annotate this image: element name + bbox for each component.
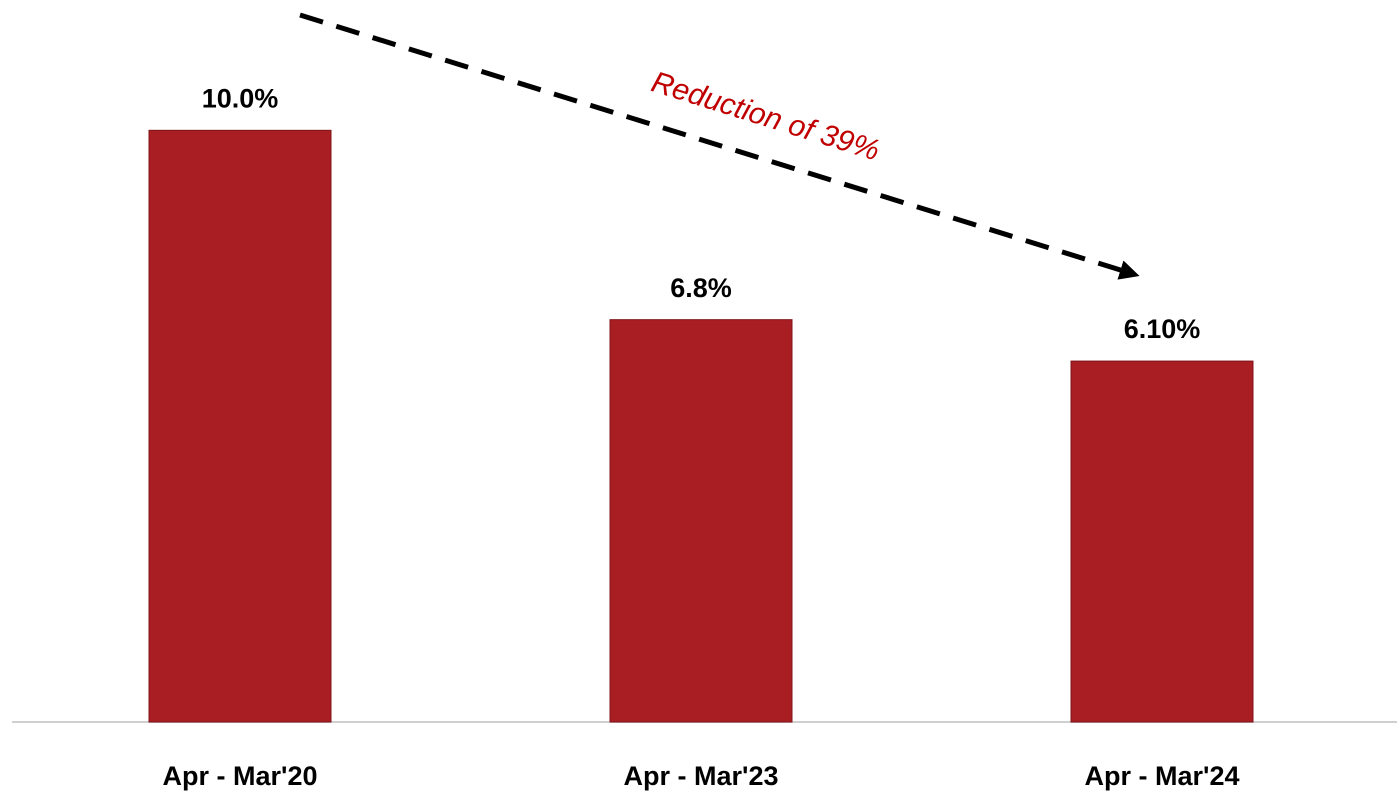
bar [609,319,793,723]
data-label: 10.0% [202,83,279,113]
bar [148,129,332,723]
data-label: 6.8% [670,273,732,303]
bar [1070,360,1254,723]
x-tick-label: Apr - Mar'20 [163,761,318,791]
trend-arrow [299,12,1140,280]
x-tick-label: Apr - Mar'24 [1085,761,1240,791]
data-label: 6.10% [1124,314,1201,344]
annotation: Reduction of 39% [648,66,884,168]
x-tick-label: Apr - Mar'23 [624,761,779,791]
